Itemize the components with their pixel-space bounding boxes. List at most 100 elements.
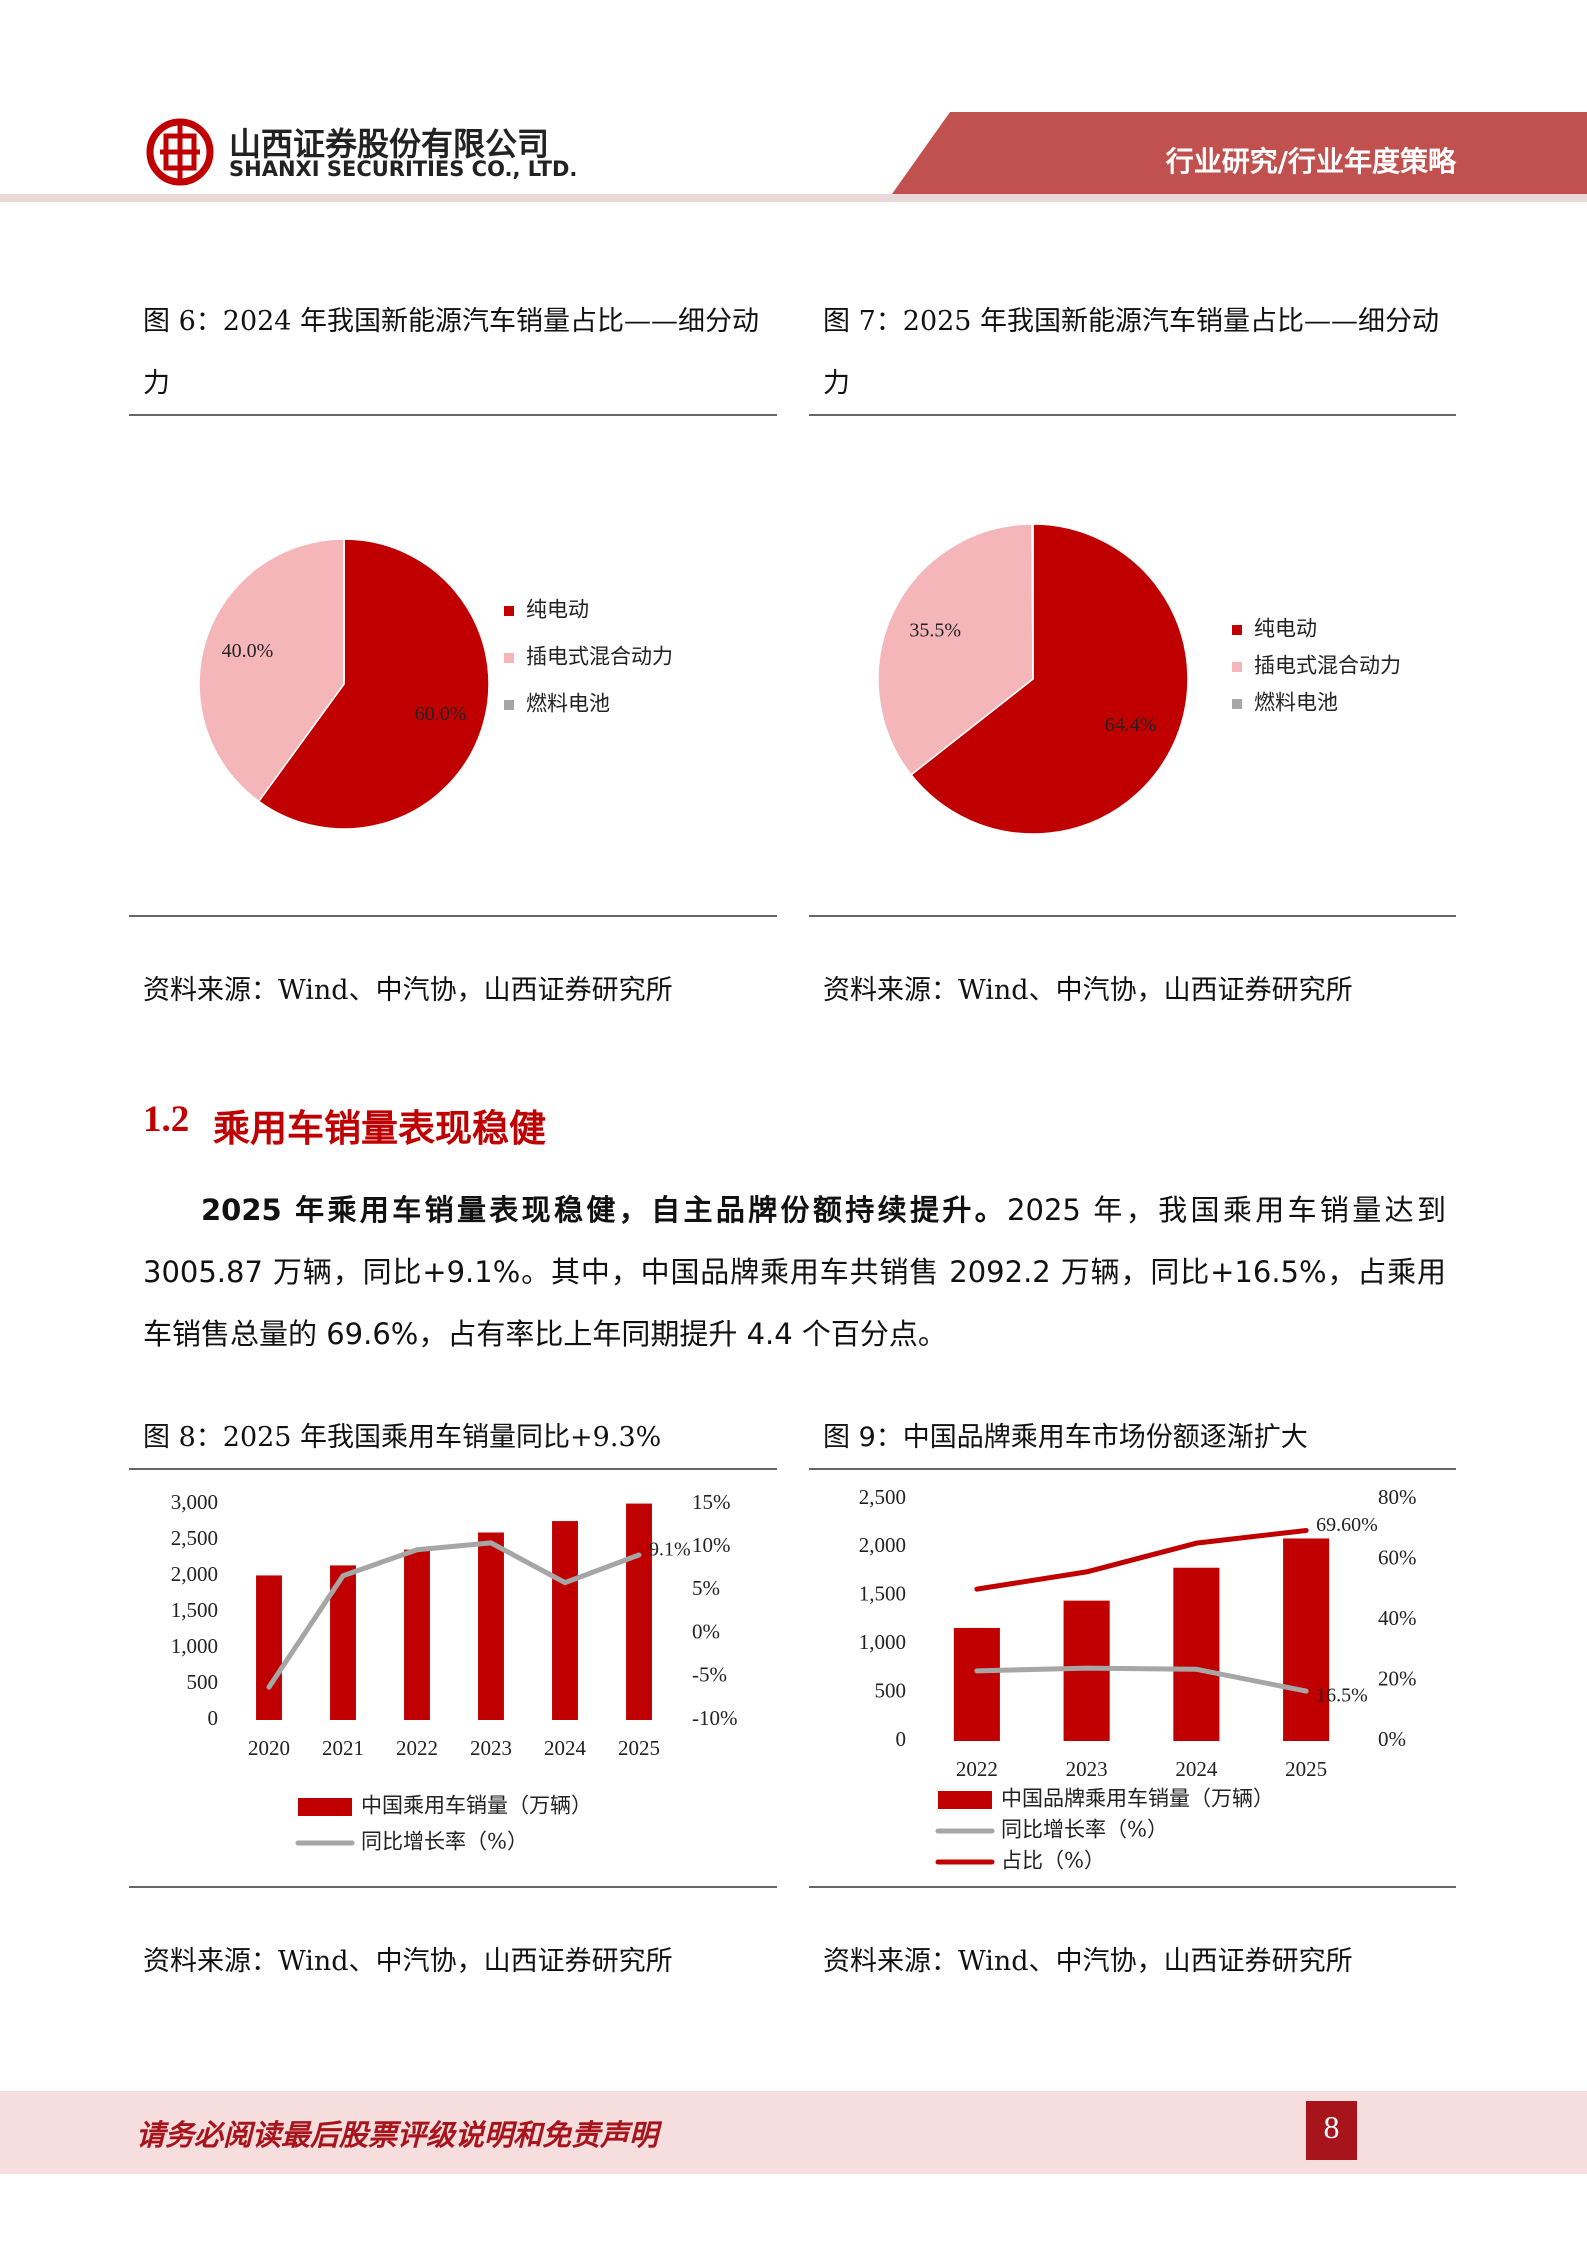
pie-slice	[877, 523, 1034, 776]
y-tick-label: 60%	[1378, 1545, 1417, 1569]
header-rule	[0, 194, 1587, 202]
legend-swatch	[1232, 625, 1242, 635]
legend-label: 中国乘用车销量（万辆）	[361, 1794, 592, 1818]
x-tick-label: 2025	[1285, 1757, 1327, 1781]
pie-slice	[257, 538, 490, 830]
x-tick-label: 2023	[470, 1736, 512, 1760]
logo	[146, 118, 214, 186]
figure-caption: 图 6：2024 年我国新能源汽车销量占比——细分动力	[143, 306, 760, 399]
bar	[626, 1503, 652, 1720]
y-tick-label: 5%	[692, 1576, 720, 1600]
legend-swatch	[938, 1791, 992, 1809]
bar	[1283, 1538, 1330, 1741]
x-tick-label: 2020	[248, 1736, 290, 1760]
y-tick-label: 15%	[692, 1490, 731, 1514]
line	[266, 1540, 642, 1690]
legend-swatch	[504, 653, 514, 663]
bar	[404, 1549, 430, 1720]
pie-slice	[910, 523, 1189, 835]
y-tick-label: 1,000	[171, 1634, 218, 1658]
y-tick-label: 80%	[1378, 1485, 1417, 1509]
bar	[953, 1627, 1000, 1741]
y-tick-label: 0	[896, 1727, 907, 1751]
y-tick-label: 1,500	[859, 1582, 906, 1606]
figure-caption: 图 8：2025 年我国乘用车销量同比+9.3%	[143, 1422, 662, 1453]
x-tick-label: 2024	[544, 1736, 587, 1760]
bar	[256, 1575, 282, 1720]
page-number-box	[1306, 2101, 1357, 2160]
legend-swatch	[1232, 699, 1242, 709]
bar	[478, 1532, 504, 1720]
paragraph: 2025 年乘用车销量表现稳健，自主品牌份额持续提升。2025 年，我国乘用车销…	[143, 1179, 1446, 1365]
data-label: 64.4%	[1105, 714, 1157, 736]
x-tick-label: 2024	[1175, 1757, 1218, 1781]
company-name: 山西证券股份有限公司	[229, 125, 550, 163]
legend-swatch	[504, 700, 514, 710]
y-tick-label: 2,500	[859, 1485, 906, 1509]
y-tick-label: 2,000	[859, 1533, 906, 1557]
y-tick-label: 500	[187, 1670, 219, 1694]
y-tick-label: 10%	[692, 1533, 731, 1557]
header-band	[892, 112, 1587, 194]
legend-label: 同比增长率（%）	[1001, 1818, 1168, 1842]
figure-caption: 图 7：2025 年我国新能源汽车销量占比——细分动力	[823, 306, 1440, 399]
company-name-en: SHANXI SECURITIES CO., LTD.	[229, 157, 578, 181]
y-tick-label: 0%	[692, 1619, 720, 1643]
report-category: 行业研究/行业年度策略	[1165, 145, 1456, 178]
data-label: 69.60%	[1316, 1514, 1378, 1536]
x-tick-label: 2025	[618, 1736, 660, 1760]
legend-label: 占比（%）	[1001, 1849, 1105, 1873]
legend-label: 中国品牌乘用车销量（万辆）	[1001, 1787, 1274, 1811]
y-tick-label: -5%	[692, 1663, 727, 1687]
section-title: 乘用车销量表现稳健	[213, 1107, 546, 1150]
page-number: 8	[1323, 2109, 1340, 2145]
y-tick-label: 0%	[1378, 1727, 1406, 1751]
bar	[552, 1521, 578, 1720]
y-tick-label: 0	[208, 1706, 219, 1730]
y-tick-label: 3,000	[171, 1490, 218, 1514]
legend-swatch	[1232, 662, 1242, 672]
pie-slice	[1031, 523, 1034, 680]
line	[974, 1665, 1309, 1694]
legend-label: 同比增长率（%）	[361, 1830, 528, 1854]
x-tick-label: 2022	[396, 1736, 438, 1760]
y-tick-label: 2,500	[171, 1526, 218, 1550]
legend-label: 燃料电池	[1254, 691, 1338, 715]
data-label: 16.5%	[1316, 1685, 1368, 1707]
y-tick-label: 500	[875, 1678, 907, 1702]
data-label: 60.0%	[415, 703, 467, 725]
pie-slice	[198, 538, 345, 803]
figure-source: 资料来源：Wind、中汽协，山西证券研究所	[823, 1946, 1353, 1977]
legend-label: 插电式混合动力	[526, 645, 673, 669]
figure-source: 资料来源：Wind、中汽协，山西证券研究所	[143, 1946, 673, 1977]
x-tick-label: 2023	[1066, 1757, 1108, 1781]
bar	[1173, 1567, 1220, 1741]
figure-source: 资料来源：Wind、中汽协，山西证券研究所	[143, 975, 673, 1006]
data-label: 35.5%	[909, 619, 961, 641]
x-tick-label: 2021	[322, 1736, 364, 1760]
legend-swatch	[298, 1798, 352, 1816]
legend-label: 纯电动	[1254, 617, 1317, 641]
legend-label: 纯电动	[526, 598, 589, 622]
paragraph-body: 2025 年，我国乘用车销量达到 3005.87 万辆，同比+9.1%。其中，中…	[143, 1193, 1447, 1351]
data-label: 40.0%	[222, 640, 274, 662]
legend-label: 插电式混合动力	[1254, 654, 1401, 678]
x-tick-label: 2022	[956, 1757, 998, 1781]
section-number: 1.2	[143, 1099, 190, 1140]
legend-label: 燃料电池	[526, 692, 610, 716]
y-tick-label: 1,000	[859, 1630, 906, 1654]
figure-source: 资料来源：Wind、中汽协，山西证券研究所	[823, 975, 1353, 1006]
data-label: 9.1%	[649, 1539, 691, 1561]
disclaimer: 请务必阅读最后股票评级说明和免责声明	[136, 2118, 659, 2152]
legend-swatch	[504, 606, 514, 616]
y-tick-label: 40%	[1378, 1606, 1417, 1630]
y-tick-label: -10%	[692, 1706, 738, 1730]
y-tick-label: 1,500	[171, 1598, 218, 1622]
line	[974, 1527, 1309, 1592]
y-tick-label: 2,000	[171, 1562, 218, 1586]
y-tick-label: 20%	[1378, 1666, 1417, 1690]
paragraph-lead: 2025 年乘用车销量表现稳健，自主品牌份额持续提升。	[201, 1193, 1008, 1227]
figure-caption: 图 9：中国品牌乘用车市场份额逐渐扩大	[823, 1422, 1308, 1453]
